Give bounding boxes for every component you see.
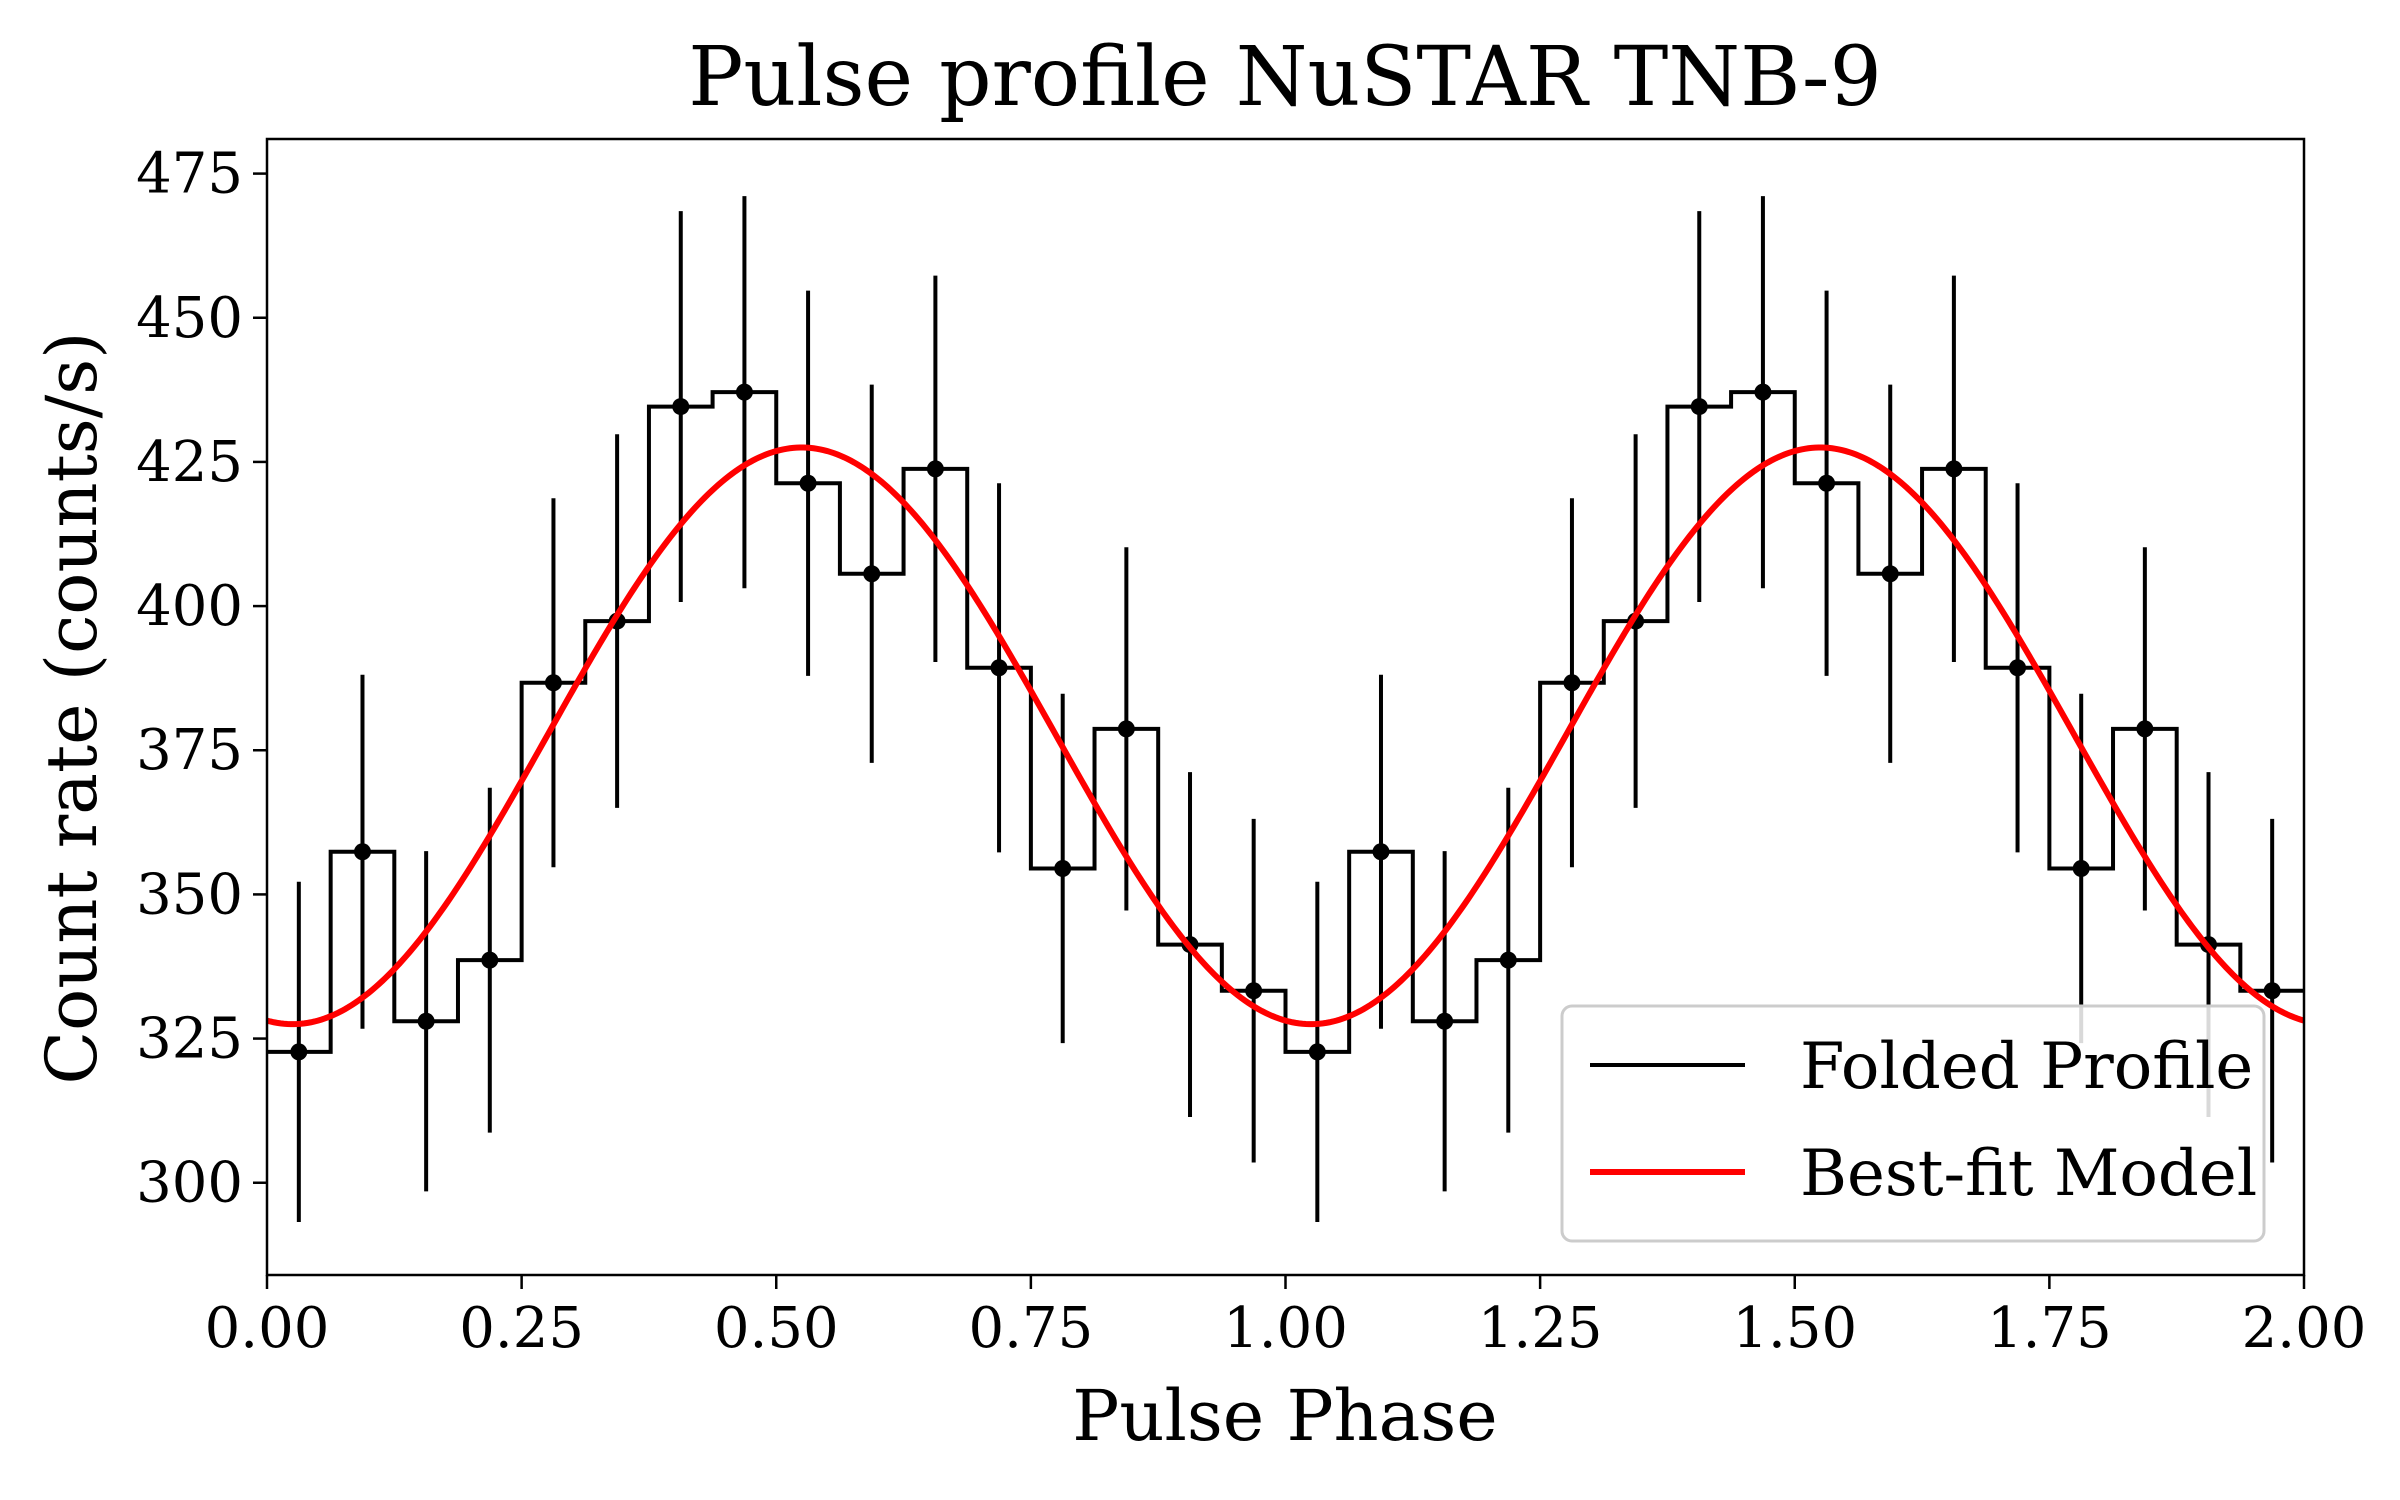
- y-tick-label: 400: [136, 574, 243, 639]
- x-tick-label: 0.00: [205, 1296, 330, 1361]
- data-point: [799, 474, 817, 492]
- y-tick-label: 300: [136, 1151, 243, 1216]
- data-point: [735, 383, 753, 401]
- x-tick-label: 1.50: [1732, 1296, 1857, 1361]
- data-point: [353, 843, 371, 861]
- y-tick-label: 350: [136, 862, 243, 927]
- y-tick-label: 475: [136, 142, 243, 207]
- data-point: [1054, 859, 1072, 877]
- data-point: [544, 674, 562, 692]
- data-point: [2263, 982, 2281, 1000]
- legend-label-folded-profile: Folded Profile: [1800, 1030, 2253, 1104]
- x-tick-label: 1.25: [1478, 1296, 1603, 1361]
- data-point: [481, 951, 499, 969]
- x-tick-label: 1.75: [1987, 1296, 2112, 1361]
- legend-label-best-fit-model: Best-fit Model: [1800, 1137, 2257, 1211]
- data-point: [290, 1043, 308, 1061]
- data-point: [1754, 383, 1772, 401]
- data-point: [1690, 398, 1708, 416]
- y-tick-label: 325: [136, 1007, 243, 1072]
- best-fit-model-curve: [267, 444, 2304, 1028]
- x-tick-label: 1.00: [1223, 1296, 1348, 1361]
- data-point: [1245, 982, 1263, 1000]
- data-point: [672, 398, 690, 416]
- y-axis-label: Count rate (counts/s): [31, 332, 113, 1085]
- data-point: [863, 565, 881, 583]
- y-tick-label: 425: [136, 430, 243, 495]
- data-point: [1563, 674, 1581, 692]
- legend: Folded Profile Best-fit Model: [1560, 1004, 2266, 1243]
- y-tick-label: 375: [136, 718, 243, 783]
- data-point: [1881, 565, 1899, 583]
- data-point: [2009, 659, 2027, 677]
- data-point: [1818, 474, 1836, 492]
- data-point: [990, 659, 1008, 677]
- y-tick-label: 450: [136, 286, 243, 351]
- data-point: [1499, 951, 1517, 969]
- data-point: [1436, 1012, 1454, 1030]
- x-tick-label: 0.25: [459, 1296, 584, 1361]
- x-tick-label: 0.50: [714, 1296, 839, 1361]
- plot-area: [267, 196, 2304, 1222]
- data-point: [1945, 460, 1963, 478]
- data-point: [1372, 843, 1390, 861]
- x-tick-label: 2.00: [2242, 1296, 2367, 1361]
- axis-ticks: 0.00 0.25 0.50 0.75 1.00 1.25 1.50 1.75 2.00 300 3…: [136, 142, 2366, 1361]
- chart-title: Pulse profile NuSTAR TNB-9: [688, 30, 1882, 125]
- data-point: [2072, 859, 2090, 877]
- data-point: [1308, 1043, 1326, 1061]
- data-point: [926, 460, 944, 478]
- data-point: [417, 1012, 435, 1030]
- data-point: [1117, 720, 1135, 738]
- x-tick-label: 0.75: [969, 1296, 1094, 1361]
- x-axis-label: Pulse Phase: [1072, 1375, 1497, 1457]
- data-point: [2136, 720, 2154, 738]
